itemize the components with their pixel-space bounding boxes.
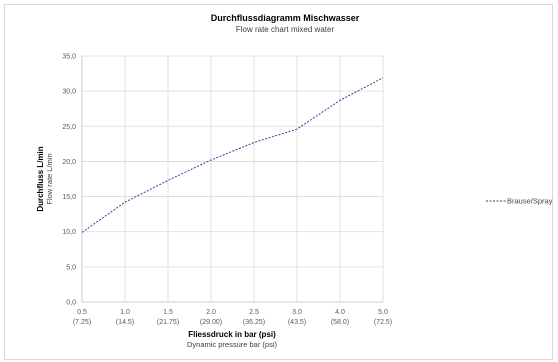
chart-frame — [4, 4, 553, 360]
y-tick-label: 30,0 — [62, 89, 76, 96]
x-axis-subtitle: Dynamic pressure bar (psi) — [187, 340, 278, 349]
x-tick-sublabel: (7.25) — [73, 319, 91, 326]
x-tick-sublabel: (29.00) — [200, 319, 222, 326]
y-tick-label: 35,0 — [62, 54, 76, 61]
legend-label-brause-spray: Brause/Spray — [507, 197, 553, 206]
x-tick-label: 2.0 — [206, 309, 216, 316]
axes — [81, 56, 383, 303]
x-tick-label: 3.0 — [292, 309, 302, 316]
x-tick-label: 2.5 — [249, 309, 259, 316]
x-tick-sublabel: (43.5) — [288, 319, 306, 326]
y-tick-labels: 0,0 5,0 10,0 15,0 20,0 25,0 30,0 35,0 — [62, 54, 76, 307]
y-axis-title: Durchfluss L/min — [36, 146, 45, 211]
y-tick-label: 25,0 — [62, 124, 76, 131]
x-tick-label: 4.0 — [335, 309, 345, 316]
y-axis-subtitle: Flow rate L/min — [45, 153, 54, 204]
x-tick-label: 1.0 — [120, 309, 130, 316]
x-tick-sublabel: (72.5) — [374, 319, 392, 326]
chart-title: Durchflussdiagramm Mischwasser — [211, 13, 360, 23]
series-line-brause-spray — [81, 77, 384, 233]
series-layer — [81, 77, 384, 233]
x-tick-sublabel: (21.75) — [157, 319, 179, 326]
x-tick-sublabel: (58.0) — [331, 319, 349, 326]
x-tick-sublabel: (14.5) — [116, 319, 134, 326]
y-tick-label: 15,0 — [62, 194, 76, 201]
x-tick-sublabel: (36.25) — [243, 319, 265, 326]
y-tick-label: 10,0 — [62, 229, 76, 236]
x-axis-title: Fliessdruck in bar (psi) — [188, 330, 276, 339]
x-tick-label: 5.0 — [378, 309, 388, 316]
chart-subtitle: Flow rate chart mixed water — [236, 25, 335, 34]
y-tick-label: 0,0 — [66, 300, 76, 307]
legend: Brause/Spray — [486, 197, 553, 206]
grid-lines — [82, 55, 384, 302]
x-tick-label: 1.5 — [163, 309, 173, 316]
x-tick-labels: 0.5 (7.25) 1.0 (14.5) 1.5 (21.75) 2.0 (29.00) 2.… — [73, 309, 392, 326]
x-tick-label: 0.5 — [77, 309, 87, 316]
y-tick-label: 5,0 — [66, 264, 76, 271]
y-tick-label: 20,0 — [62, 159, 76, 166]
